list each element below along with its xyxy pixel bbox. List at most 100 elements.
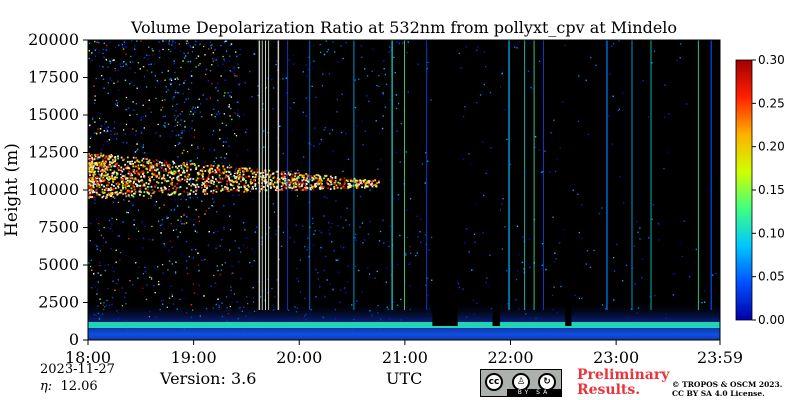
- noise-speckle: [151, 71, 153, 73]
- cloud-speckle: [174, 191, 177, 193]
- noise-speckle: [171, 246, 173, 248]
- noise-speckle: [210, 44, 212, 47]
- noise-speckle: [201, 259, 203, 261]
- cloud-speckle: [313, 185, 316, 188]
- cloud-speckle: [166, 163, 168, 165]
- noise-speckle: [324, 295, 326, 297]
- noise-speckle: [168, 297, 171, 299]
- cloud-speckle: [91, 164, 94, 166]
- cloud-speckle: [234, 177, 237, 179]
- noise-speckle: [183, 223, 185, 225]
- cloud-speckle: [284, 182, 286, 185]
- noise-speckle: [146, 86, 148, 88]
- noise-speckle: [476, 49, 478, 51]
- cloud-speckle: [204, 185, 207, 188]
- noise-speckle: [94, 286, 96, 288]
- cloud-speckle: [149, 181, 151, 184]
- cloud-speckle: [131, 160, 133, 163]
- noise-speckle: [167, 269, 169, 271]
- cloud-speckle: [262, 171, 265, 174]
- noise-speckle: [254, 231, 257, 233]
- noise-speckle: [263, 130, 265, 132]
- cloud-speckle: [106, 169, 109, 171]
- cloud-speckle: [188, 178, 191, 181]
- noise-speckle: [393, 198, 395, 200]
- noise-speckle: [233, 73, 235, 75]
- cloud-speckle: [349, 184, 351, 187]
- noise-speckle: [344, 287, 346, 289]
- cloud-speckle: [131, 194, 133, 197]
- cloud-speckle: [300, 189, 303, 192]
- cloud-speckle: [279, 181, 281, 183]
- noise-speckle: [166, 217, 168, 219]
- cloud-speckle: [106, 187, 109, 190]
- noise-speckle: [329, 132, 331, 135]
- cloud-speckle: [116, 162, 118, 165]
- noise-speckle: [190, 160, 192, 162]
- noise-speckle: [608, 115, 610, 117]
- noise-speckle: [153, 266, 155, 268]
- noise-speckle: [653, 50, 656, 52]
- cloud-speckle: [101, 166, 104, 169]
- cloud-speckle: [113, 170, 116, 173]
- noise-speckle: [246, 247, 248, 249]
- cloud-speckle: [237, 170, 239, 173]
- noise-speckle: [193, 219, 195, 221]
- noise-speckle: [237, 63, 239, 65]
- noise-speckle: [578, 297, 581, 300]
- cloud-speckle: [152, 173, 155, 176]
- cloud-speckle: [364, 185, 367, 188]
- noise-speckle: [104, 269, 106, 272]
- noise-speckle: [171, 293, 173, 296]
- noise-speckle: [410, 198, 412, 200]
- noise-speckle: [374, 277, 376, 279]
- cloud-speckle: [186, 180, 188, 183]
- noise-speckle: [186, 216, 188, 218]
- noise-speckle: [123, 61, 125, 63]
- cloud-speckle: [273, 176, 276, 178]
- cloud-speckle: [90, 166, 92, 169]
- cloud-speckle: [112, 196, 115, 198]
- y-tick-label: 5000: [38, 255, 79, 274]
- cloud-speckle: [199, 169, 202, 172]
- cloud-speckle: [148, 179, 151, 181]
- cloud-speckle: [163, 189, 166, 191]
- cloud-speckle: [345, 179, 348, 182]
- noise-speckle: [223, 58, 225, 60]
- noise-speckle: [398, 103, 400, 105]
- cloud-speckle: [132, 170, 135, 173]
- cloud-speckle: [88, 177, 91, 179]
- cloud-speckle: [103, 168, 106, 171]
- noise-speckle: [177, 78, 179, 80]
- cloud-speckle: [133, 180, 135, 183]
- noise-speckle: [236, 113, 239, 115]
- cloud-speckle: [96, 162, 99, 165]
- noise-speckle: [581, 204, 583, 206]
- noise-speckle: [176, 124, 178, 126]
- noise-speckle: [93, 273, 95, 275]
- cloud-speckle: [212, 192, 214, 194]
- noise-speckle: [382, 219, 384, 221]
- noise-speckle: [115, 138, 118, 140]
- noise-speckle: [212, 134, 214, 136]
- cloud-speckle: [202, 190, 205, 193]
- noise-speckle: [657, 223, 660, 225]
- noise-speckle: [501, 203, 503, 205]
- cloud-speckle: [155, 162, 158, 165]
- noise-speckle: [184, 55, 187, 57]
- cloud-speckle: [120, 181, 123, 184]
- cloud-speckle: [153, 166, 156, 169]
- cloud-speckle: [148, 193, 150, 195]
- cloud-speckle: [242, 171, 245, 173]
- noise-speckle: [289, 107, 291, 109]
- cloud-speckle: [149, 169, 151, 172]
- noise-speckle: [139, 68, 141, 70]
- noise-speckle: [265, 87, 267, 89]
- noise-speckle: [311, 85, 313, 88]
- noise-speckle: [131, 202, 133, 204]
- cloud-speckle: [163, 179, 166, 181]
- cloud-speckle: [95, 180, 97, 182]
- noise-speckle: [102, 78, 105, 80]
- cloud-speckle: [167, 165, 170, 168]
- cloud-speckle: [130, 187, 133, 190]
